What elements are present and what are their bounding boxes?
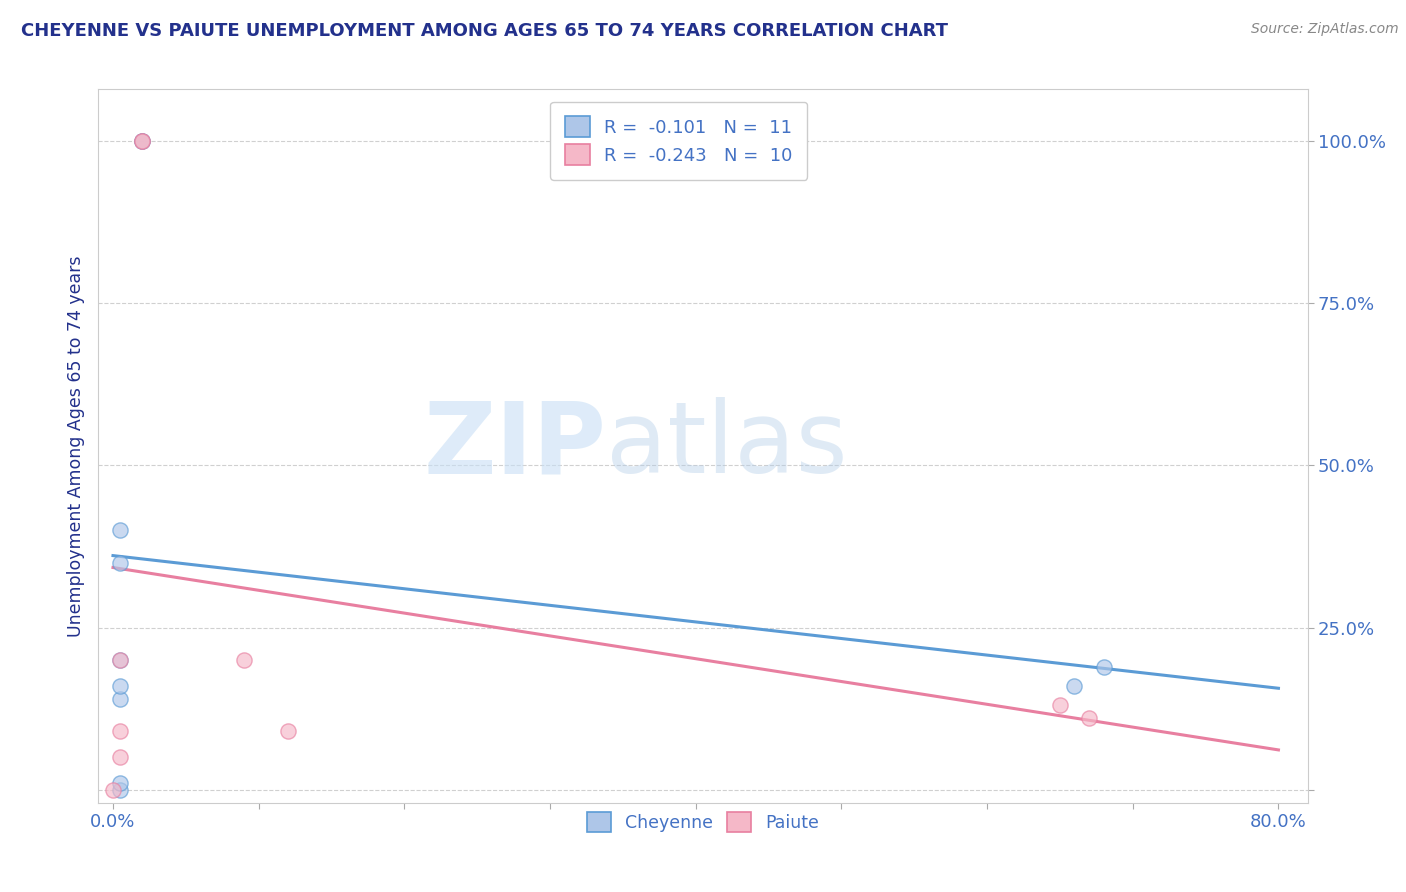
Text: ZIP: ZIP — [423, 398, 606, 494]
Point — [110, 679, 132, 693]
Point — [1078, 711, 1101, 725]
Point — [110, 776, 132, 790]
Point — [110, 653, 132, 667]
Point — [277, 724, 299, 739]
Point — [110, 750, 132, 764]
Point — [131, 134, 153, 148]
Point — [1049, 698, 1071, 713]
Legend: Cheyenne, Paiute: Cheyenne, Paiute — [575, 800, 831, 844]
Point — [110, 524, 132, 538]
Point — [233, 653, 256, 667]
Text: Source: ZipAtlas.com: Source: ZipAtlas.com — [1251, 22, 1399, 37]
Text: CHEYENNE VS PAIUTE UNEMPLOYMENT AMONG AGES 65 TO 74 YEARS CORRELATION CHART: CHEYENNE VS PAIUTE UNEMPLOYMENT AMONG AG… — [21, 22, 948, 40]
Text: atlas: atlas — [606, 398, 848, 494]
Point — [101, 782, 124, 797]
Point — [131, 134, 153, 148]
Point — [131, 134, 153, 148]
Point — [110, 556, 132, 570]
Y-axis label: Unemployment Among Ages 65 to 74 years: Unemployment Among Ages 65 to 74 years — [66, 255, 84, 637]
Point — [1063, 679, 1085, 693]
Point — [131, 134, 153, 148]
Point — [1092, 659, 1115, 673]
Point — [110, 653, 132, 667]
Point — [110, 724, 132, 739]
Point — [110, 692, 132, 706]
Point — [110, 782, 132, 797]
